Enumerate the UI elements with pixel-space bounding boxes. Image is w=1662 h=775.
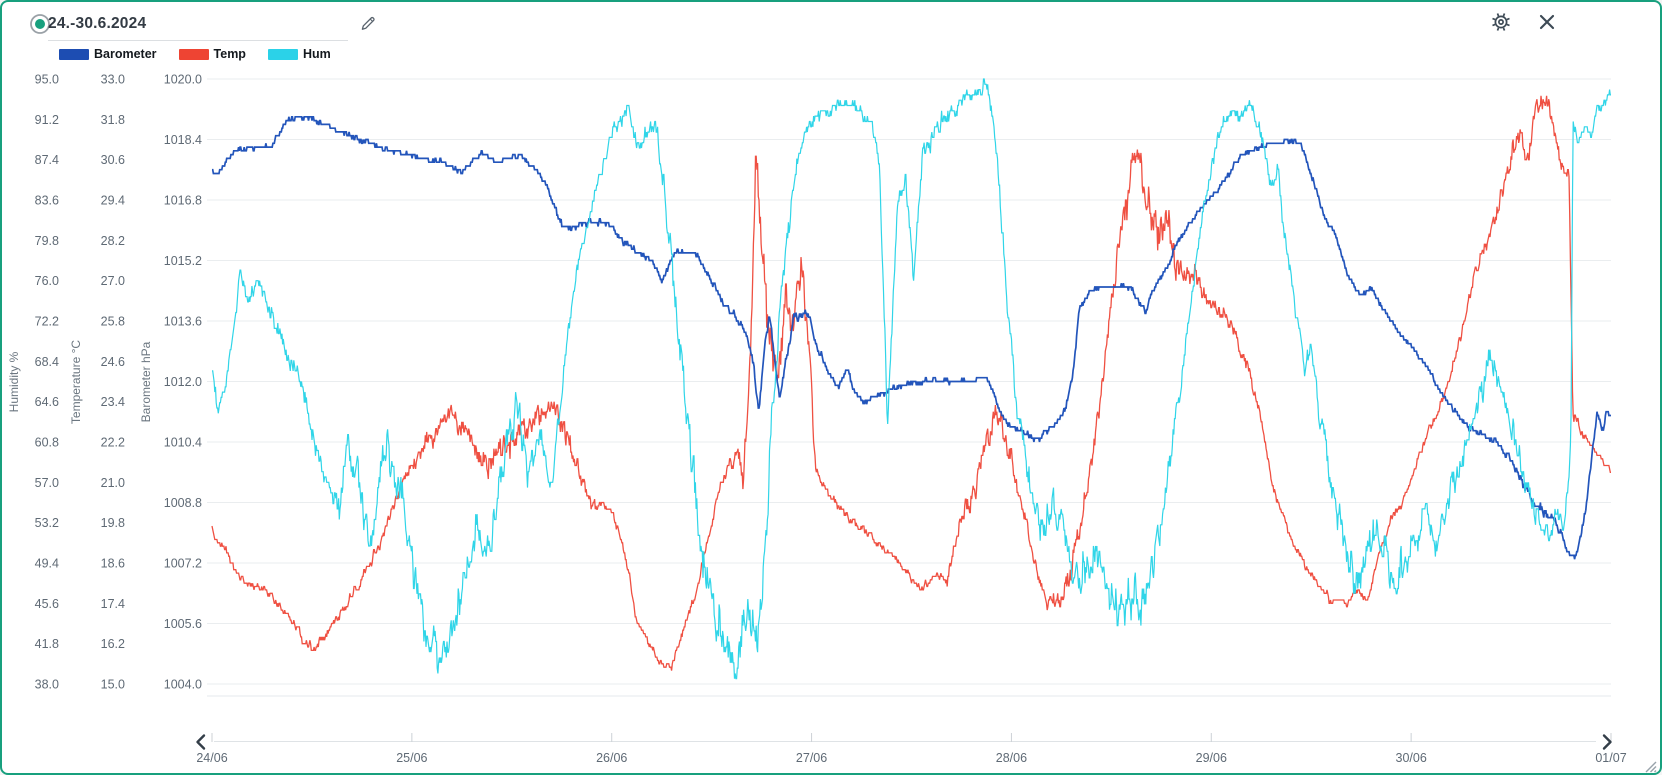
close-button[interactable] <box>1538 13 1556 31</box>
svg-text:1007.2: 1007.2 <box>164 557 202 571</box>
svg-text:57.0: 57.0 <box>35 476 59 490</box>
y-axis-labels: 95.0 91.2 87.4 83.6 79.8 76.0 72.2 68.4 64.6 60.8… <box>35 73 202 692</box>
svg-text:1016.8: 1016.8 <box>164 194 202 208</box>
svg-text:17.4: 17.4 <box>101 597 125 611</box>
svg-text:25/06: 25/06 <box>396 751 427 765</box>
svg-text:1008.8: 1008.8 <box>164 496 202 510</box>
legend-swatch-hum <box>267 48 298 60</box>
legend-label-barometer: Barometer <box>94 47 157 61</box>
svg-text:60.8: 60.8 <box>35 436 59 450</box>
chart-legend: Barometer Temp Hum <box>59 47 353 61</box>
svg-text:30/06: 30/06 <box>1396 751 1427 765</box>
legend-item-temp[interactable]: Temp <box>178 47 246 61</box>
svg-text:15.0: 15.0 <box>101 678 125 692</box>
settings-button[interactable] <box>1490 11 1512 33</box>
chevron-right-icon <box>1602 734 1612 750</box>
legend-label-temp: Temp <box>213 47 246 61</box>
svg-text:24.6: 24.6 <box>101 355 125 369</box>
radio-record-icon <box>30 14 50 34</box>
svg-text:27.0: 27.0 <box>101 274 125 288</box>
svg-text:27/06: 27/06 <box>796 751 827 765</box>
svg-text:41.8: 41.8 <box>35 637 59 651</box>
svg-text:21.0: 21.0 <box>101 476 125 490</box>
series-hum <box>212 78 1611 680</box>
svg-text:1013.6: 1013.6 <box>164 315 202 329</box>
svg-text:95.0: 95.0 <box>35 73 59 87</box>
legend-swatch-temp <box>178 48 209 60</box>
svg-text:76.0: 76.0 <box>35 274 59 288</box>
svg-text:33.0: 33.0 <box>101 73 125 87</box>
svg-text:28/06: 28/06 <box>996 751 1027 765</box>
svg-text:16.2: 16.2 <box>101 637 125 651</box>
svg-text:28.2: 28.2 <box>101 234 125 248</box>
svg-text:1005.6: 1005.6 <box>164 617 202 631</box>
scroll-left-button[interactable] <box>193 733 209 751</box>
svg-text:83.6: 83.6 <box>35 194 59 208</box>
chevron-left-icon <box>196 734 206 750</box>
svg-text:64.6: 64.6 <box>35 395 59 409</box>
legend-label-hum: Hum <box>302 47 331 61</box>
svg-text:38.0: 38.0 <box>35 678 59 692</box>
svg-text:Barometer hPa: Barometer hPa <box>139 341 153 422</box>
svg-text:72.2: 72.2 <box>35 315 59 329</box>
svg-text:79.8: 79.8 <box>35 234 59 248</box>
svg-text:1012.0: 1012.0 <box>164 375 202 389</box>
series-temp <box>211 95 1611 671</box>
svg-text:29.4: 29.4 <box>101 194 125 208</box>
svg-text:22.2: 22.2 <box>101 436 125 450</box>
close-icon <box>1539 14 1555 30</box>
svg-text:1020.0: 1020.0 <box>164 73 202 87</box>
scroll-right-button[interactable] <box>1599 733 1615 751</box>
svg-text:68.4: 68.4 <box>35 355 59 369</box>
svg-text:18.6: 18.6 <box>101 557 125 571</box>
svg-text:19.8: 19.8 <box>101 516 125 530</box>
svg-text:26/06: 26/06 <box>596 751 627 765</box>
edit-button[interactable] <box>358 13 378 33</box>
legend-item-hum[interactable]: Hum <box>267 47 331 61</box>
svg-text:Humidity %: Humidity % <box>7 351 21 412</box>
svg-text:49.4: 49.4 <box>35 557 59 571</box>
svg-text:Temperature °C: Temperature °C <box>69 340 83 424</box>
gear-icon <box>1492 13 1510 31</box>
y-axis-titles: Humidity % Temperature °C Barometer hPa <box>7 340 153 424</box>
svg-text:25.8: 25.8 <box>101 315 125 329</box>
gridlines <box>207 78 1611 742</box>
svg-text:1018.4: 1018.4 <box>164 133 202 147</box>
date-range-field[interactable]: 24.-30.6.2024 <box>48 10 348 41</box>
record-radio-button[interactable] <box>29 13 51 35</box>
svg-text:53.2: 53.2 <box>35 516 59 530</box>
svg-text:01/07: 01/07 <box>1595 751 1626 765</box>
svg-text:31.8: 31.8 <box>101 113 125 127</box>
svg-text:45.6: 45.6 <box>35 597 59 611</box>
svg-text:1010.4: 1010.4 <box>164 436 202 450</box>
svg-text:30.6: 30.6 <box>101 153 125 167</box>
legend-swatch-barometer <box>59 48 89 60</box>
svg-text:24/06: 24/06 <box>196 751 227 765</box>
resize-handle-icon <box>1645 761 1657 773</box>
x-axis: 24/06 25/06 26/06 27/06 28/06 29/06 30/06 01/07 <box>196 733 1627 765</box>
svg-text:91.2: 91.2 <box>35 113 59 127</box>
series-barometer <box>211 115 1611 560</box>
legend-item-barometer[interactable]: Barometer <box>59 47 157 61</box>
date-range-input[interactable]: 24.-30.6.2024 <box>48 15 147 32</box>
svg-text:87.4: 87.4 <box>35 153 59 167</box>
svg-text:1015.2: 1015.2 <box>164 254 202 268</box>
resize-handle[interactable] <box>1642 758 1657 773</box>
svg-text:23.4: 23.4 <box>101 395 125 409</box>
pencil-icon <box>361 16 375 30</box>
svg-text:29/06: 29/06 <box>1196 751 1227 765</box>
svg-text:1004.0: 1004.0 <box>164 678 202 692</box>
